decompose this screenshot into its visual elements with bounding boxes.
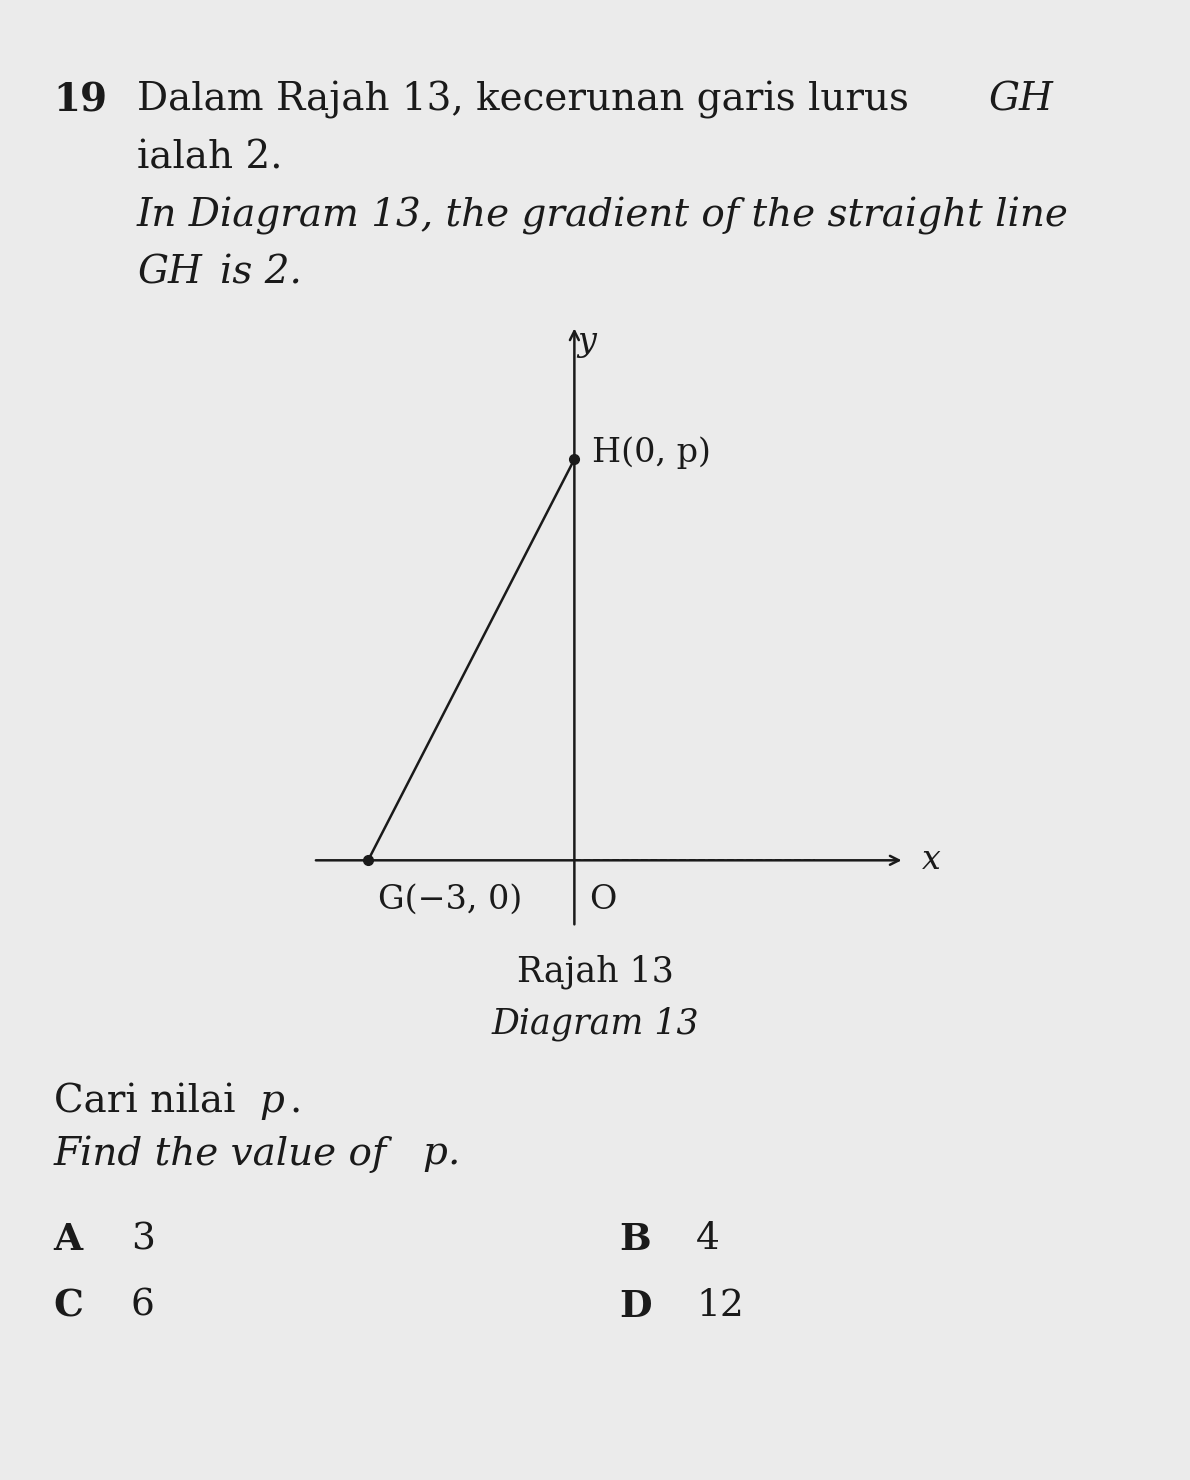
Text: Find the value of: Find the value of: [54, 1135, 399, 1172]
Text: O: O: [589, 884, 616, 916]
Text: In Diagram 13, the gradient of the straight line: In Diagram 13, the gradient of the strai…: [137, 197, 1069, 235]
Text: GH: GH: [137, 255, 202, 292]
Text: 4: 4: [696, 1221, 720, 1257]
Text: D: D: [619, 1288, 651, 1325]
Text: Cari nilai: Cari nilai: [54, 1083, 248, 1120]
Text: H(0, p): H(0, p): [591, 437, 710, 469]
Text: Rajah 13: Rajah 13: [516, 955, 674, 989]
Text: y: y: [577, 326, 596, 358]
Text: GH: GH: [988, 81, 1053, 118]
Text: .: .: [289, 1083, 301, 1120]
Text: .: .: [447, 1135, 459, 1172]
Text: ialah 2.: ialah 2.: [137, 139, 282, 176]
Text: B: B: [619, 1221, 651, 1258]
Text: 3: 3: [131, 1221, 155, 1257]
Text: 6: 6: [131, 1288, 155, 1323]
Text: Dalam Rajah 13, kecerunan garis lurus: Dalam Rajah 13, kecerunan garis lurus: [137, 81, 921, 120]
Text: 12: 12: [696, 1288, 744, 1323]
Text: p: p: [422, 1135, 447, 1172]
Text: Diagram 13: Diagram 13: [491, 1006, 699, 1040]
Text: C: C: [54, 1288, 83, 1325]
Text: A: A: [54, 1221, 82, 1258]
Text: is 2.: is 2.: [220, 255, 302, 292]
Text: p: p: [259, 1083, 284, 1120]
Text: x: x: [921, 844, 940, 876]
Text: 19: 19: [54, 81, 107, 120]
Text: G(−3, 0): G(−3, 0): [378, 884, 522, 916]
